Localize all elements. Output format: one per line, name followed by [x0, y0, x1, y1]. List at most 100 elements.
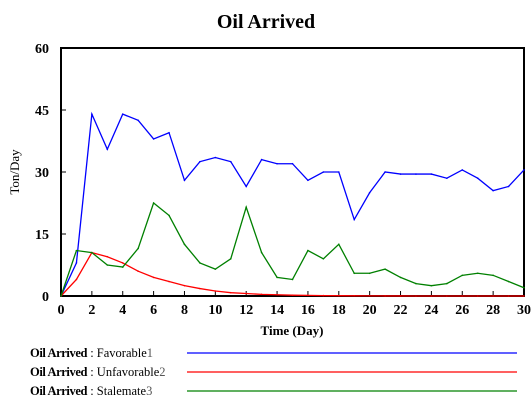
- data-point-favorable: [384, 171, 386, 173]
- data-point-unfavorable: [276, 293, 278, 296]
- data-point-favorable: [121, 113, 124, 115]
- data-point-stalemate: [168, 214, 170, 217]
- data-point-unfavorable: [245, 292, 247, 295]
- x-tick-label: 14: [270, 303, 284, 318]
- data-point-stalemate: [492, 274, 494, 277]
- data-point-stalemate: [476, 272, 479, 275]
- x-tick-label: 16: [301, 303, 315, 318]
- data-point-favorable: [199, 160, 201, 163]
- data-point-stalemate: [291, 278, 294, 281]
- data-point-favorable: [322, 171, 325, 173]
- y-tick-label: 0: [42, 290, 49, 305]
- data-point-stalemate: [523, 286, 525, 289]
- legend-marker: 2: [159, 365, 165, 379]
- data-point-favorable: [307, 179, 309, 182]
- data-point-stalemate: [260, 251, 263, 254]
- legend-entry: Oil Arrived : Unfavorable2: [30, 365, 166, 379]
- data-point-unfavorable: [507, 295, 510, 297]
- data-point-stalemate: [446, 282, 448, 285]
- y-tick-label: 45: [35, 104, 49, 119]
- data-point-favorable: [492, 189, 494, 192]
- data-point-favorable: [260, 158, 263, 161]
- plot-frame: [60, 47, 525, 297]
- data-point-stalemate: [399, 276, 402, 279]
- legend-run-name: Stalemate: [97, 384, 147, 398]
- data-point-unfavorable: [384, 295, 386, 297]
- data-point-favorable: [245, 185, 247, 188]
- data-point-stalemate: [60, 295, 62, 297]
- data-point-favorable: [415, 173, 417, 175]
- data-point-favorable: [507, 185, 510, 188]
- data-point-unfavorable: [461, 295, 464, 297]
- data-point-unfavorable: [260, 293, 263, 296]
- legend-marker: 1: [147, 346, 153, 360]
- x-tick-label: 26: [455, 303, 469, 318]
- data-point-stalemate: [106, 264, 109, 266]
- series-line-stalemate: [60, 201, 525, 297]
- data-point-favorable: [446, 177, 448, 179]
- data-point-unfavorable: [322, 294, 325, 297]
- legend-separator: :: [87, 365, 97, 379]
- data-point-stalemate: [353, 272, 356, 275]
- data-point-favorable: [229, 160, 232, 163]
- data-point-unfavorable: [353, 294, 356, 297]
- data-point-unfavorable: [415, 295, 417, 297]
- data-point-favorable: [168, 131, 170, 134]
- x-tick-label: 20: [363, 303, 377, 318]
- x-tick-label: 6: [150, 303, 157, 318]
- x-tick-label: 18: [332, 303, 346, 318]
- data-point-unfavorable: [430, 295, 433, 297]
- data-point-stalemate: [91, 251, 93, 254]
- legend-marker: 3: [146, 384, 152, 398]
- data-point-unfavorable: [291, 294, 294, 296]
- x-tick-label: 10: [208, 303, 222, 318]
- data-point-favorable: [91, 113, 93, 115]
- series-line-favorable: [60, 111, 525, 297]
- data-point-favorable: [399, 173, 402, 175]
- legend: Oil Arrived : Favorable1 Oil Arrived : Un…: [30, 346, 517, 398]
- data-point-unfavorable: [75, 278, 78, 281]
- y-tick-label: 15: [35, 228, 49, 243]
- data-point-favorable: [368, 191, 371, 194]
- data-point-stalemate: [214, 268, 217, 270]
- data-point-favorable: [75, 262, 78, 264]
- x-tick-label: 8: [181, 303, 188, 318]
- data-point-unfavorable: [229, 291, 232, 294]
- x-tick-label: 22: [394, 303, 408, 318]
- data-point-stalemate: [461, 274, 464, 277]
- series-line-unfavorable: [60, 251, 524, 297]
- data-point-unfavorable: [523, 295, 525, 297]
- data-point-stalemate: [137, 247, 139, 250]
- data-point-favorable: [137, 119, 139, 122]
- legend-entry: Oil Arrived : Favorable1: [30, 346, 153, 360]
- x-axis-label: Time (Day): [261, 323, 324, 338]
- data-point-favorable: [106, 148, 109, 151]
- data-point-stalemate: [368, 272, 371, 275]
- legend-variable: Oil Arrived: [30, 384, 87, 398]
- data-point-unfavorable: [199, 287, 201, 290]
- x-tick-label: 28: [486, 303, 500, 318]
- data-point-stalemate: [229, 258, 232, 260]
- legend-entry: Oil Arrived : Stalemate3: [30, 384, 152, 398]
- data-point-stalemate: [152, 202, 155, 204]
- x-tick-label: 2: [88, 303, 95, 318]
- data-point-unfavorable: [338, 294, 340, 297]
- data-point-unfavorable: [137, 270, 139, 273]
- x-tick-label: 12: [239, 303, 253, 318]
- data-point-favorable: [214, 156, 217, 159]
- legend-separator: :: [87, 384, 97, 398]
- data-point-stalemate: [245, 206, 247, 208]
- data-point-favorable: [291, 162, 294, 165]
- data-point-favorable: [276, 162, 278, 165]
- data-point-unfavorable: [399, 295, 402, 297]
- x-tick-label: 0: [58, 303, 65, 318]
- data-point-unfavorable: [214, 290, 217, 292]
- legend-variable: Oil Arrived: [30, 365, 87, 379]
- y-axis-label: Ton/Day: [7, 149, 22, 195]
- data-point-favorable: [476, 177, 479, 179]
- data-point-unfavorable: [106, 255, 109, 258]
- legend-variable: Oil Arrived: [30, 346, 87, 360]
